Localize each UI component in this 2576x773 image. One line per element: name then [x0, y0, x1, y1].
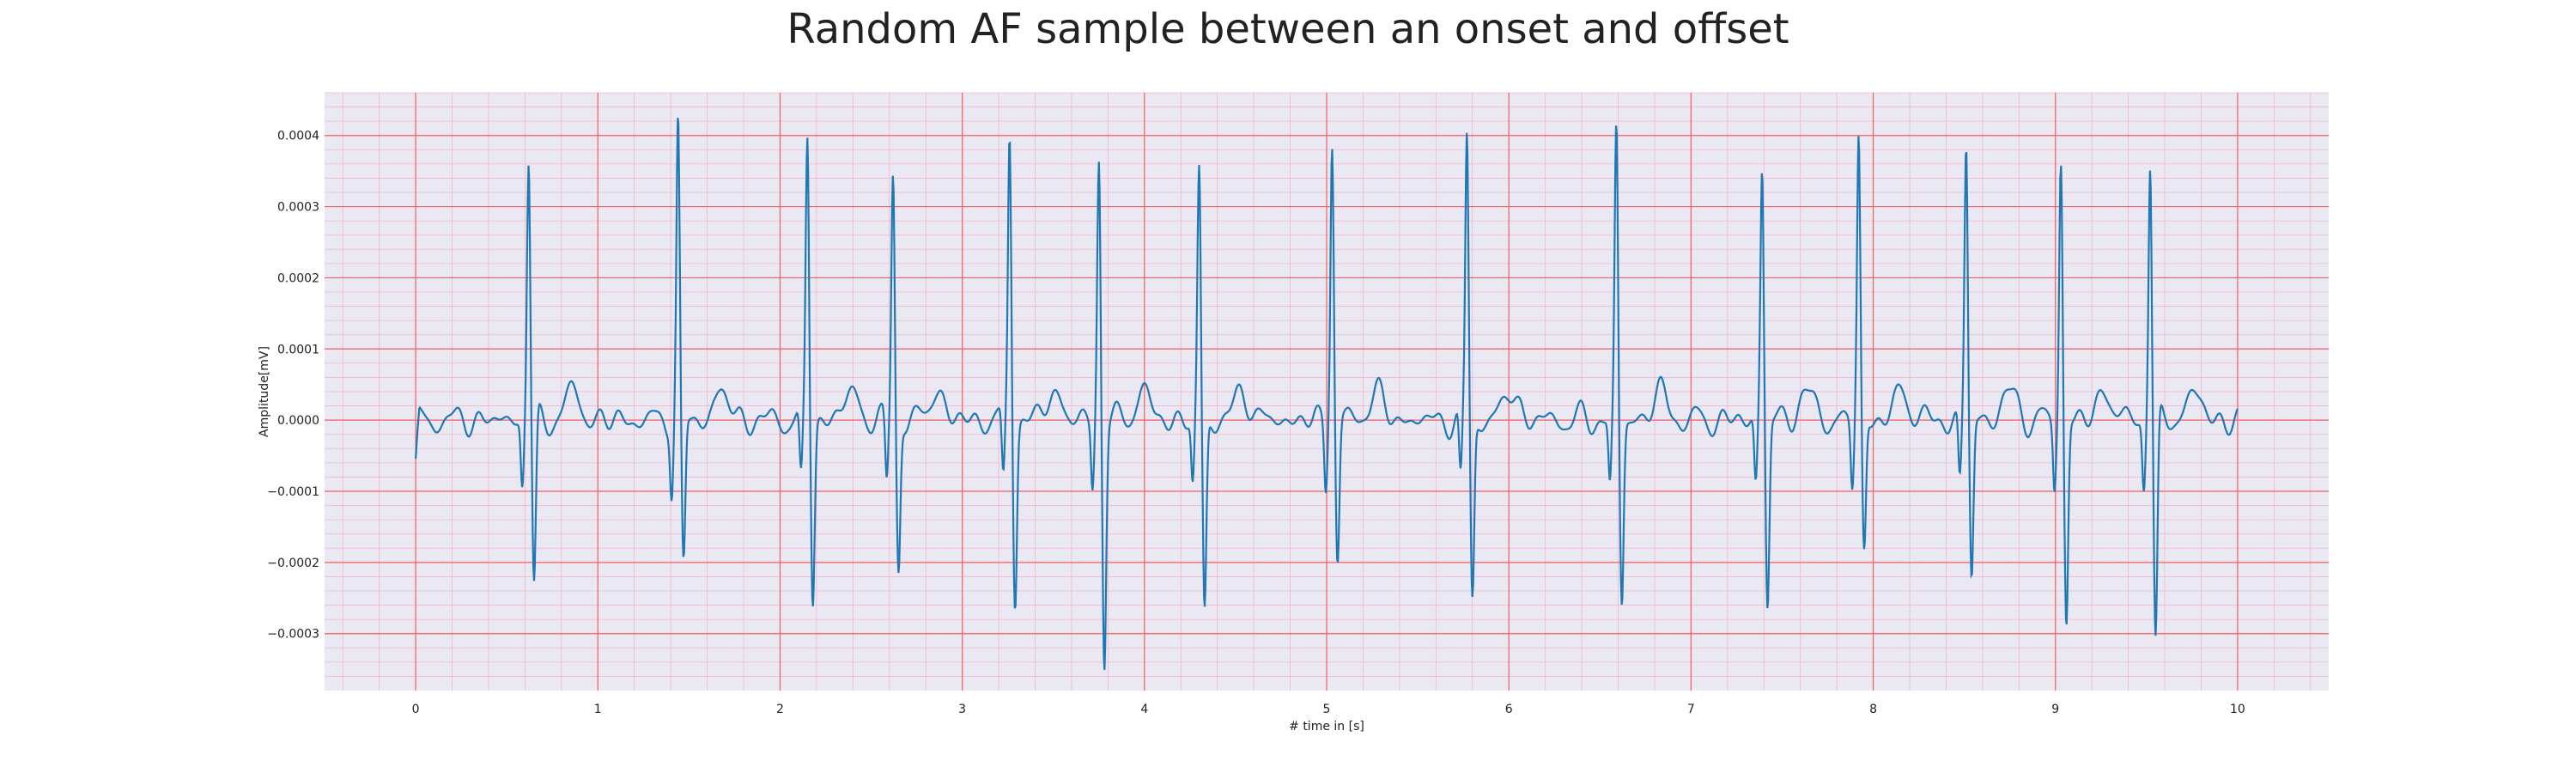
x-tick-label: 9 — [2051, 703, 2059, 716]
ecg-signal-line — [415, 118, 2239, 670]
x-tick-label: 0 — [412, 703, 420, 716]
x-tick-label: 3 — [958, 703, 966, 716]
y-tick-labels: −0.0003 −0.0002 −0.0001 0.0000 0.0001 0.0002 0… — [267, 130, 319, 642]
x-axis-label: # time in [s] — [1289, 720, 1364, 733]
y-tick-label: 0.0001 — [277, 343, 319, 356]
y-tick-label: −0.0003 — [267, 628, 319, 642]
y-tick-label: −0.0001 — [267, 485, 319, 499]
x-tick-label: 2 — [776, 703, 784, 716]
x-tick-label: 10 — [2230, 703, 2245, 716]
x-tick-label: 8 — [1869, 703, 1877, 716]
y-tick-label: 0.0002 — [277, 271, 319, 285]
y-tick-label: 0.0003 — [277, 201, 319, 215]
y-tick-label: −0.0002 — [267, 557, 319, 570]
y-tick-label: 0.0000 — [277, 414, 319, 428]
chart-title: Random AF sample between an onset and of… — [787, 5, 1789, 53]
x-tick-label: 1 — [594, 703, 602, 716]
x-tick-label: 5 — [1323, 703, 1331, 716]
y-axis-label: Amplitude[mV] — [258, 346, 271, 437]
major-grid — [325, 93, 2329, 691]
x-tick-label: 6 — [1505, 703, 1513, 716]
y-tick-label: 0.0004 — [277, 130, 319, 143]
x-tick-label: 7 — [1687, 703, 1695, 716]
x-tick-labels: 0 1 2 3 4 5 6 7 8 9 10 — [412, 703, 2245, 716]
x-tick-label: 4 — [1140, 703, 1148, 716]
